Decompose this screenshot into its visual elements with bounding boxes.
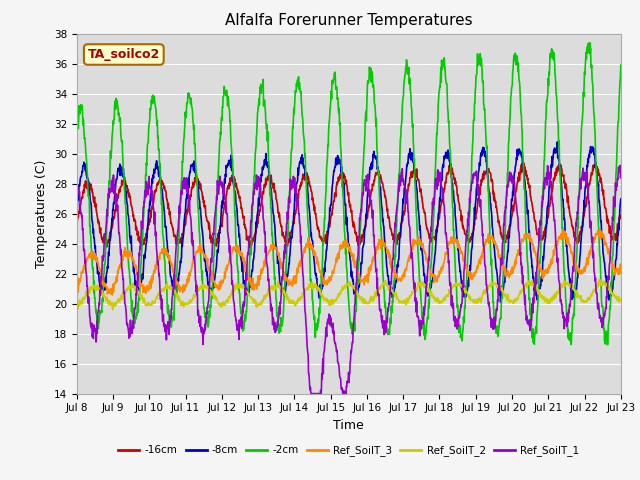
Title: Alfalfa Forerunner Temperatures: Alfalfa Forerunner Temperatures <box>225 13 472 28</box>
Text: TA_soilco2: TA_soilco2 <box>88 48 160 61</box>
X-axis label: Time: Time <box>333 419 364 432</box>
Y-axis label: Temperatures (C): Temperatures (C) <box>35 159 48 268</box>
Legend: -16cm, -8cm, -2cm, Ref_SoilT_3, Ref_SoilT_2, Ref_SoilT_1: -16cm, -8cm, -2cm, Ref_SoilT_3, Ref_Soil… <box>115 441 583 460</box>
